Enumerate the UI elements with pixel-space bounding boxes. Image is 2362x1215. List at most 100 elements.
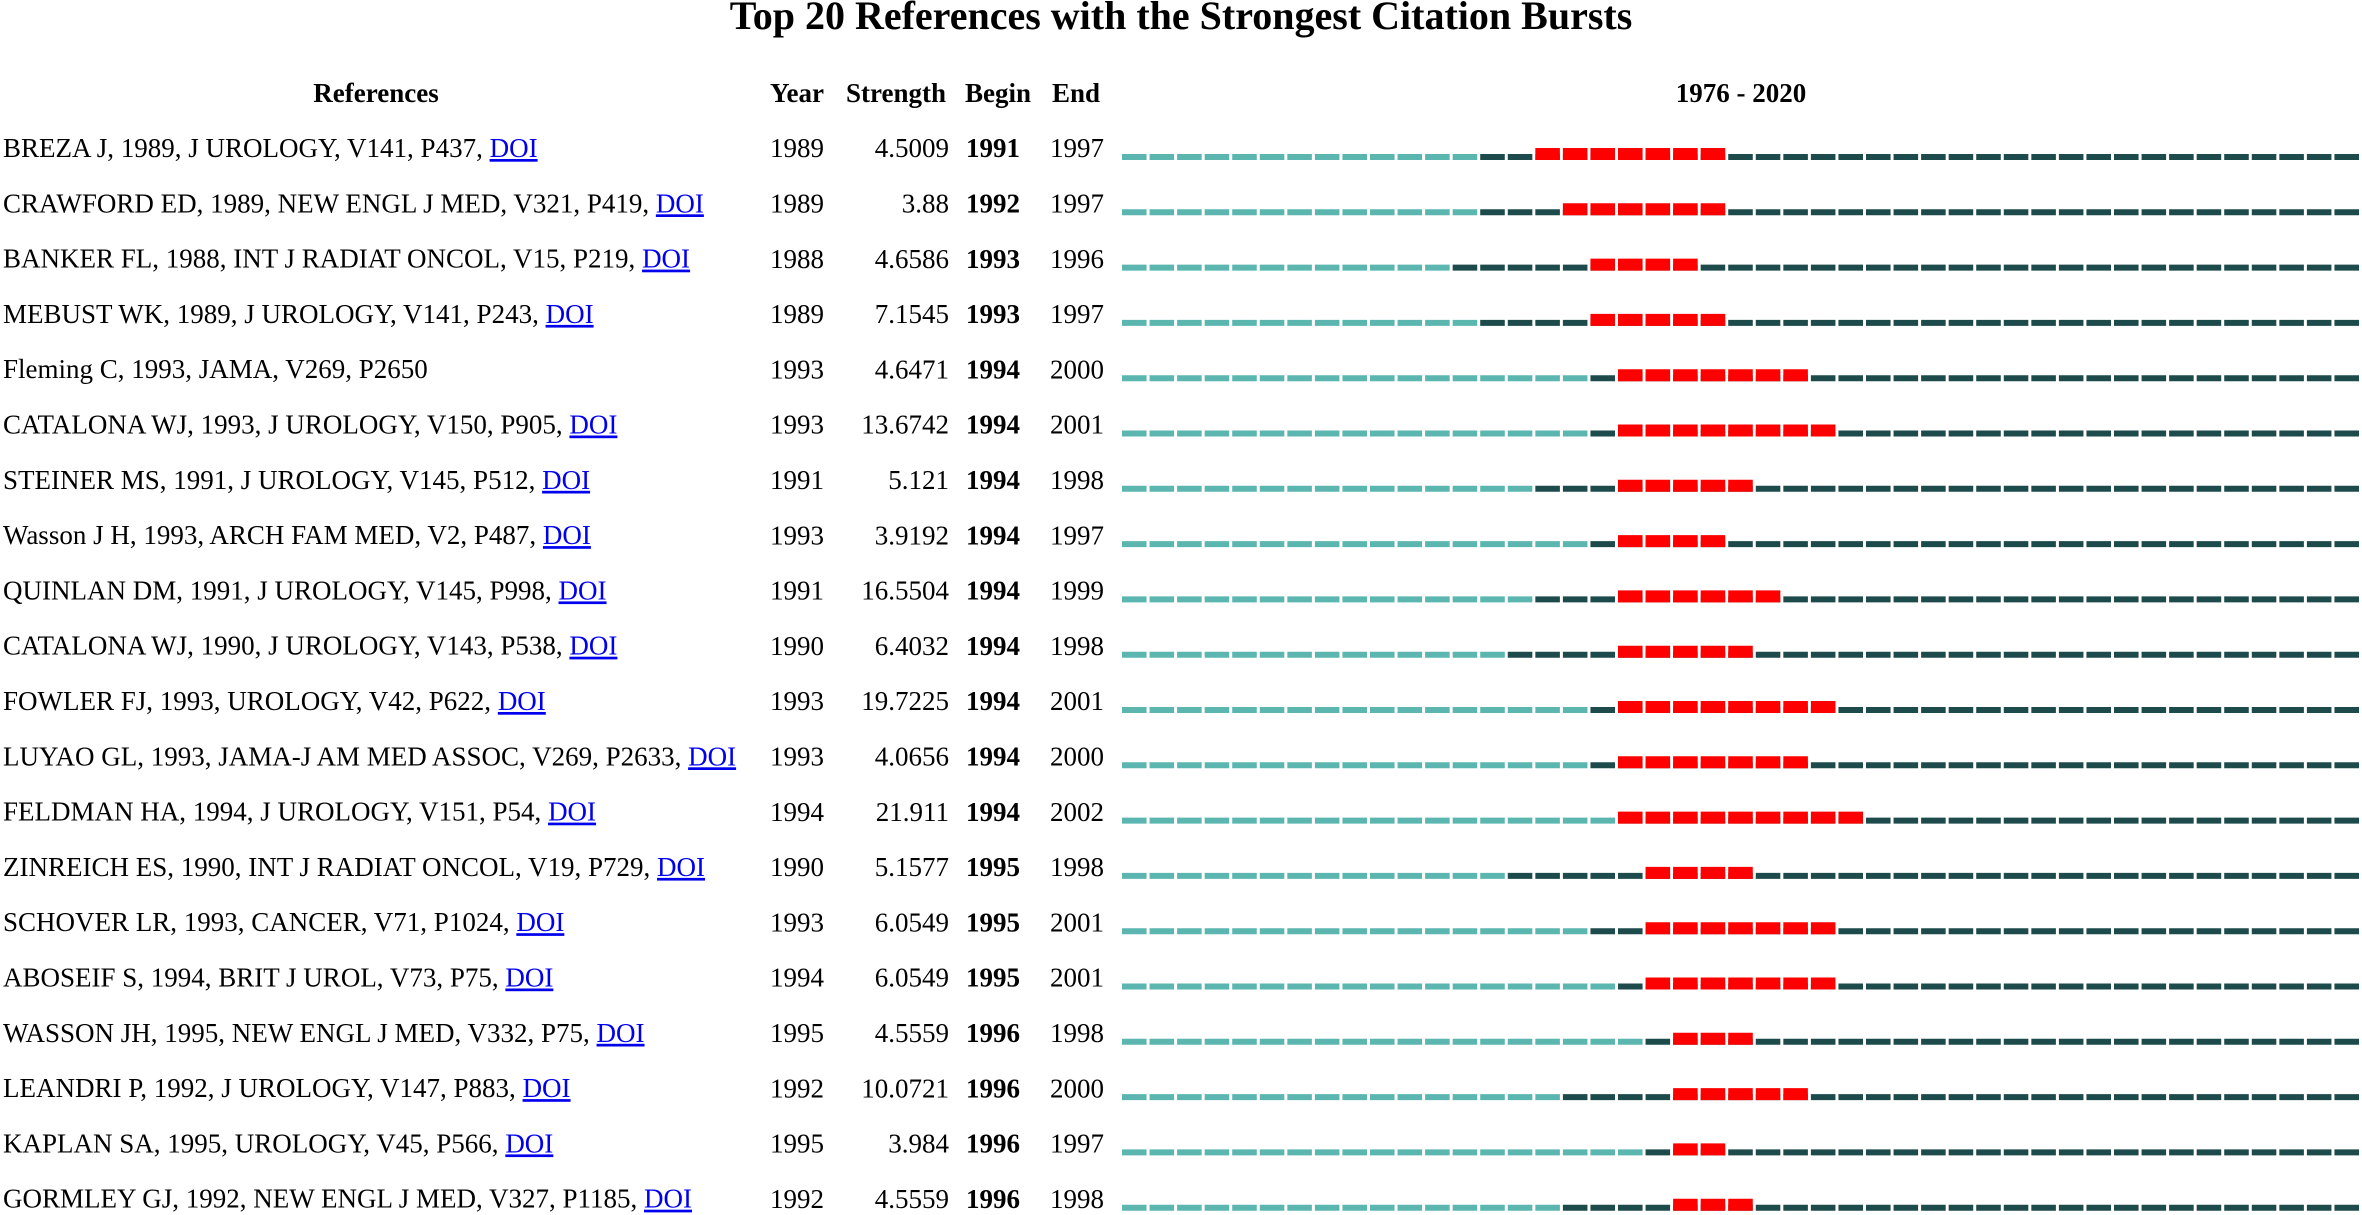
doi-link[interactable]: DOI bbox=[644, 1184, 692, 1214]
strength: 16.5504 bbox=[861, 576, 949, 606]
strength: 6.4032 bbox=[875, 631, 949, 661]
end: 1999 bbox=[1050, 576, 1104, 606]
reference: GORMLEY GJ, 1992, NEW ENGL J MED, V327, … bbox=[3, 1184, 692, 1214]
doi-link[interactable]: DOI bbox=[490, 133, 538, 163]
doi-link[interactable]: DOI bbox=[505, 963, 553, 993]
reference: KAPLAN SA, 1995, UROLOGY, V45, P566, DOI bbox=[3, 1129, 553, 1159]
strength: 13.6742 bbox=[861, 410, 949, 440]
title: Top 20 References with the Strongest Cit… bbox=[730, 0, 1633, 38]
begin: 1995 bbox=[966, 852, 1020, 882]
strength: 4.5009 bbox=[875, 133, 949, 163]
end: 1997 bbox=[1050, 133, 1104, 163]
doi-link[interactable]: DOI bbox=[569, 631, 617, 661]
reference: STEINER MS, 1991, J UROLOGY, V145, P512,… bbox=[3, 465, 590, 495]
year: 1995 bbox=[770, 1129, 824, 1159]
doi-link[interactable]: DOI bbox=[642, 244, 690, 274]
reference: MEBUST WK, 1989, J UROLOGY, V141, P243, … bbox=[3, 299, 594, 329]
begin: 1993 bbox=[966, 244, 1020, 274]
year: 1994 bbox=[770, 797, 825, 827]
reference-text: ZINREICH ES, 1990, INT J RADIAT ONCOL, V… bbox=[3, 852, 650, 882]
begin: 1996 bbox=[966, 1073, 1020, 1103]
header-references: References bbox=[313, 78, 438, 108]
year: 1994 bbox=[770, 963, 825, 993]
reference: FELDMAN HA, 1994, J UROLOGY, V151, P54, … bbox=[3, 797, 596, 827]
doi-link[interactable]: DOI bbox=[569, 410, 617, 440]
begin: 1992 bbox=[966, 189, 1020, 219]
header-range: 1976 - 2020 bbox=[1676, 78, 1807, 108]
reference: LUYAO GL, 1993, JAMA-J AM MED ASSOC, V26… bbox=[3, 742, 736, 772]
reference-text: SCHOVER LR, 1993, CANCER, V71, P1024, bbox=[3, 907, 510, 937]
reference: CATALONA WJ, 1990, J UROLOGY, V143, P538… bbox=[3, 631, 617, 661]
year: 1991 bbox=[770, 465, 824, 495]
reference-text: Wasson J H, 1993, ARCH FAM MED, V2, P487… bbox=[3, 520, 536, 550]
strength: 4.0656 bbox=[875, 742, 949, 772]
reference-text: LEANDRI P, 1992, J UROLOGY, V147, P883, bbox=[3, 1073, 516, 1103]
strength: 7.1545 bbox=[875, 299, 949, 329]
begin: 1994 bbox=[966, 742, 1020, 772]
doi-link[interactable]: DOI bbox=[523, 1073, 571, 1103]
year: 1990 bbox=[770, 631, 824, 661]
reference: SCHOVER LR, 1993, CANCER, V71, P1024, DO… bbox=[3, 907, 564, 937]
end: 1997 bbox=[1050, 1129, 1104, 1159]
doi-link[interactable]: DOI bbox=[542, 465, 590, 495]
doi-link[interactable]: DOI bbox=[656, 189, 704, 219]
year: 1993 bbox=[770, 520, 824, 550]
begin: 1991 bbox=[966, 133, 1020, 163]
reference: FOWLER FJ, 1993, UROLOGY, V42, P622, DOI bbox=[3, 686, 546, 716]
doi-link[interactable]: DOI bbox=[688, 742, 736, 772]
year: 1989 bbox=[770, 189, 824, 219]
doi-link[interactable]: DOI bbox=[559, 576, 607, 606]
begin: 1994 bbox=[966, 410, 1020, 440]
strength: 21.911 bbox=[876, 797, 949, 827]
end: 2002 bbox=[1050, 797, 1104, 827]
strength: 4.6586 bbox=[875, 244, 949, 274]
year: 1993 bbox=[770, 907, 824, 937]
begin: 1996 bbox=[966, 1018, 1020, 1048]
reference-text: Fleming C, 1993, JAMA, V269, P2650 bbox=[3, 354, 428, 384]
header-strength: Strength bbox=[846, 78, 946, 108]
reference: QUINLAN DM, 1991, J UROLOGY, V145, P998,… bbox=[3, 576, 607, 606]
reference: BREZA J, 1989, J UROLOGY, V141, P437, DO… bbox=[3, 133, 538, 163]
doi-link[interactable]: DOI bbox=[546, 299, 594, 329]
doi-link[interactable]: DOI bbox=[516, 907, 564, 937]
begin: 1994 bbox=[966, 576, 1020, 606]
header-begin: Begin bbox=[965, 78, 1031, 108]
reference: ABOSEIF S, 1994, BRIT J UROL, V73, P75, … bbox=[3, 963, 553, 993]
reference-text: BANKER FL, 1988, INT J RADIAT ONCOL, V15… bbox=[3, 244, 635, 274]
begin: 1994 bbox=[966, 520, 1020, 550]
strength: 6.0549 bbox=[875, 907, 949, 937]
reference-text: FELDMAN HA, 1994, J UROLOGY, V151, P54, bbox=[3, 797, 541, 827]
reference: ZINREICH ES, 1990, INT J RADIAT ONCOL, V… bbox=[3, 852, 705, 882]
year: 1992 bbox=[770, 1073, 824, 1103]
doi-link[interactable]: DOI bbox=[657, 852, 705, 882]
begin: 1995 bbox=[966, 907, 1020, 937]
year: 1993 bbox=[770, 686, 824, 716]
end: 2000 bbox=[1050, 1073, 1104, 1103]
reference-text: CATALONA WJ, 1990, J UROLOGY, V143, P538… bbox=[3, 631, 563, 661]
strength: 3.984 bbox=[888, 1129, 949, 1159]
end: 1997 bbox=[1050, 189, 1104, 219]
reference: Wasson J H, 1993, ARCH FAM MED, V2, P487… bbox=[3, 520, 591, 550]
doi-link[interactable]: DOI bbox=[498, 686, 546, 716]
doi-link[interactable]: DOI bbox=[543, 520, 591, 550]
reference-text: WASSON JH, 1995, NEW ENGL J MED, V332, P… bbox=[3, 1018, 590, 1048]
doi-link[interactable]: DOI bbox=[548, 797, 596, 827]
begin: 1994 bbox=[966, 465, 1020, 495]
strength: 4.6471 bbox=[875, 354, 949, 384]
reference-text: CATALONA WJ, 1993, J UROLOGY, V150, P905… bbox=[3, 410, 563, 440]
header-end: End bbox=[1052, 78, 1100, 108]
doi-link[interactable]: DOI bbox=[597, 1018, 645, 1048]
reference-text: ABOSEIF S, 1994, BRIT J UROL, V73, P75, bbox=[3, 963, 499, 993]
year: 1988 bbox=[770, 244, 824, 274]
year: 1993 bbox=[770, 410, 824, 440]
strength: 19.7225 bbox=[861, 686, 949, 716]
end: 1997 bbox=[1050, 520, 1104, 550]
doi-link[interactable]: DOI bbox=[505, 1129, 553, 1159]
year: 1995 bbox=[770, 1018, 824, 1048]
reference: CATALONA WJ, 1993, J UROLOGY, V150, P905… bbox=[3, 410, 617, 440]
strength: 5.1577 bbox=[875, 852, 949, 882]
reference-text: BREZA J, 1989, J UROLOGY, V141, P437, bbox=[3, 133, 483, 163]
strength: 6.0549 bbox=[875, 963, 949, 993]
end: 2001 bbox=[1050, 410, 1104, 440]
